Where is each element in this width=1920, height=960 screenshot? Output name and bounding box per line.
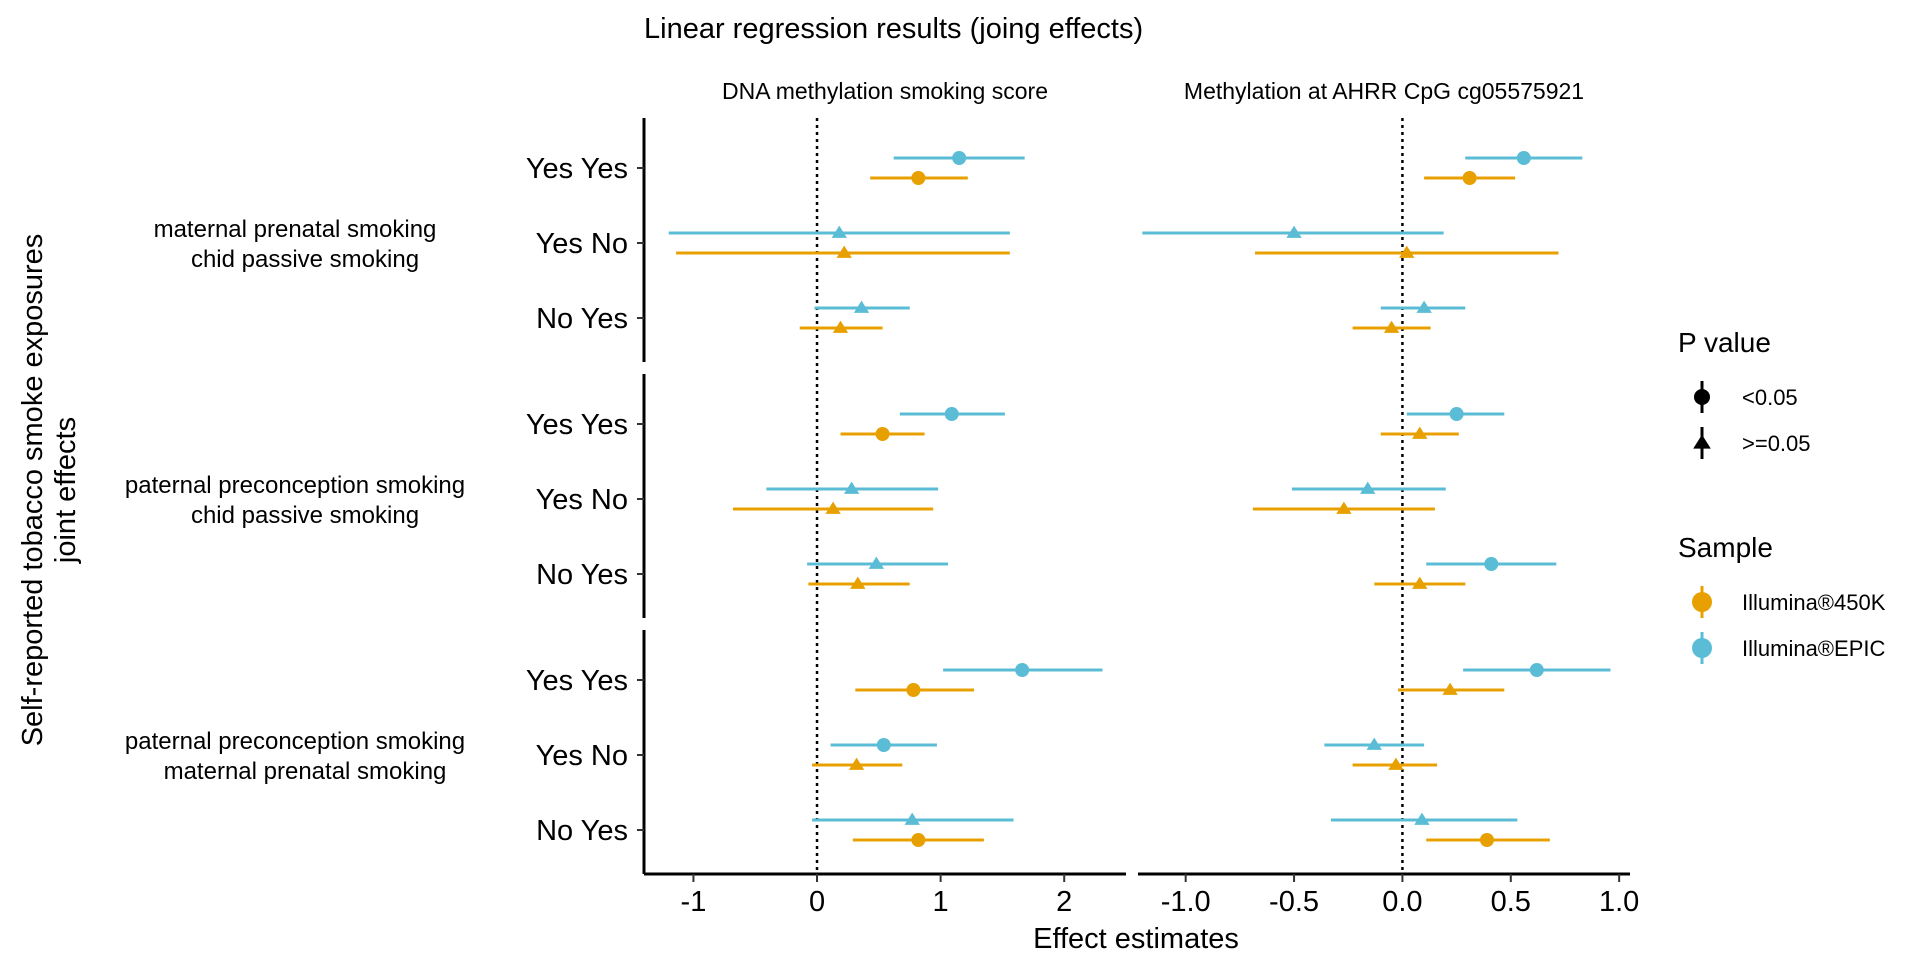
triangle-key-icon	[1693, 434, 1711, 449]
estimate-point	[1336, 501, 1352, 514]
estimate-point	[843, 481, 860, 494]
estimate-point	[853, 300, 870, 313]
estimate-point	[1416, 300, 1432, 313]
estimate-point	[1414, 812, 1430, 825]
row-label: Yes Yes	[526, 153, 628, 185]
sample-key-icon	[1692, 592, 1712, 612]
estimate-point	[832, 320, 849, 333]
estimate-point	[911, 833, 926, 847]
p-value-legend: P value <0.05 >=0.05	[1678, 327, 1811, 459]
row-label: No Yes	[536, 559, 628, 591]
estimate-point	[1516, 151, 1531, 165]
row-label: Yes No	[536, 484, 628, 516]
estimate-point	[1388, 757, 1404, 770]
estimate-point	[875, 427, 890, 441]
row-label: Yes Yes	[526, 409, 628, 441]
row-label: Yes No	[536, 740, 628, 772]
estimate-point	[1366, 737, 1382, 750]
sample-legend: Sample Illumina®450K Illumina®EPIC	[1678, 532, 1886, 664]
group-label-line: paternal preconception smoking	[125, 728, 465, 755]
y-axis-title: Self-reported tobacco smoke exposures jo…	[17, 234, 82, 747]
estimate-point	[1412, 576, 1428, 589]
x-tick-label: 0.5	[1491, 886, 1531, 918]
circle-key-icon	[1694, 389, 1710, 405]
x-tick-label: 1	[933, 886, 949, 918]
estimate-point	[911, 171, 926, 185]
estimate-point	[906, 683, 921, 697]
x-tick-label: 0	[809, 886, 825, 918]
estimate-point	[944, 407, 959, 421]
legend: P value <0.05 >=0.05 Sample Illumina®450K…	[1678, 327, 1886, 664]
group-label-line: maternal prenatal smoking	[164, 758, 447, 785]
estimate-point	[904, 812, 920, 825]
group-label-line: maternal prenatal smoking	[154, 216, 437, 243]
legend-label: >=0.05	[1742, 431, 1811, 456]
x-tick-label: -0.5	[1269, 886, 1319, 918]
estimate-point	[1449, 407, 1464, 421]
p-value-legend-title: P value	[1678, 327, 1771, 358]
row-label: No Yes	[536, 303, 628, 335]
estimate-point	[1286, 225, 1302, 238]
panel-1: DNA methylation smoking score -1 0 1 2	[644, 78, 1126, 918]
estimate-point	[836, 245, 852, 258]
legend-label: Illumina®EPIC	[1742, 636, 1885, 661]
estimate-point	[952, 151, 967, 165]
x-tick-label: 0.0	[1382, 886, 1422, 918]
row-label: Yes No	[536, 228, 628, 260]
estimate-point	[1015, 663, 1030, 677]
estimate-point	[1529, 663, 1544, 677]
estimate-point	[850, 576, 866, 589]
x-tick-label: 1.0	[1599, 886, 1639, 918]
x-axis-title: Effect estimates	[1033, 923, 1239, 955]
plot-layer: Yes Yes Yes No No Yes maternal prenatal smo…	[125, 78, 1639, 918]
y-axis: Yes Yes Yes No No Yes maternal prenatal smo…	[125, 118, 646, 874]
estimate-point	[848, 757, 865, 770]
y-axis-title-line-1: Self-reported tobacco smoke exposures	[17, 234, 49, 747]
estimate-point	[825, 501, 841, 514]
estimate-point	[1442, 682, 1458, 695]
estimate-point	[1360, 481, 1376, 494]
estimate-point	[831, 225, 847, 238]
panel-title: Methylation at AHRR CpG cg05575921	[1184, 78, 1584, 104]
y-axis-title-line-2: joint effects	[50, 417, 82, 564]
row-label: No Yes	[536, 815, 628, 847]
panel-2: Methylation at AHRR CpG cg05575921 -1.0 -0…	[1138, 78, 1639, 918]
estimate-point	[868, 556, 885, 569]
row-label: Yes Yes	[526, 665, 628, 697]
group-label-line: paternal preconception smoking	[125, 472, 465, 499]
x-tick-label: -1.0	[1161, 886, 1211, 918]
group-label-line: chid passive smoking	[191, 246, 419, 273]
estimate-point	[1399, 245, 1415, 258]
x-tick-label: 2	[1056, 886, 1072, 918]
x-tick-label: -1	[681, 886, 707, 918]
estimate-point	[1412, 426, 1428, 439]
legend-label: <0.05	[1742, 385, 1798, 410]
sample-keys: Illumina®450K Illumina®EPIC	[1692, 586, 1886, 664]
legend-label: Illumina®450K	[1742, 590, 1886, 615]
panel-title: DNA methylation smoking score	[722, 78, 1048, 104]
estimate-point	[1462, 171, 1477, 185]
estimate-point	[1484, 557, 1499, 571]
estimate-point	[876, 738, 891, 752]
sample-legend-title: Sample	[1678, 532, 1773, 563]
group-label-line: chid passive smoking	[191, 502, 419, 529]
chart-title: Linear regression results (joing effects…	[644, 13, 1143, 45]
estimate-point	[1479, 833, 1494, 847]
sample-key-icon	[1692, 638, 1712, 658]
estimate-point	[1383, 320, 1400, 333]
shape-keys: <0.05 >=0.05	[1693, 381, 1811, 459]
